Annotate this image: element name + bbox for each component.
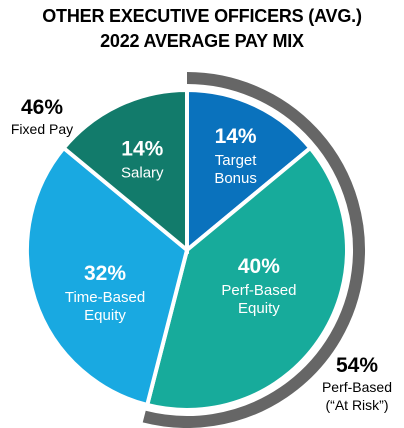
fixed-pay-label: Fixed Pay: [11, 121, 73, 137]
slice-value-label-2: 32%: [84, 262, 126, 285]
slice-value-label-1: 40%: [238, 255, 280, 278]
fixed-pay-percent: 46%: [21, 96, 63, 119]
pie-slice-1: [144, 145, 349, 412]
pie-slice-0: [185, 87, 314, 255]
slice-value-label-0: 14%: [215, 125, 257, 148]
at-risk-percent: 54%: [336, 354, 378, 377]
chart-title-line-2: 2022 AVERAGE PAY MIX: [100, 31, 304, 51]
slice-value-label-3: 14%: [121, 137, 163, 160]
slice-category-label-1-0: Perf-Based: [221, 282, 296, 299]
pie-slice-2: [25, 145, 190, 408]
at-risk-arc: [142, 72, 365, 428]
slice-category-label-0-0: Target: [215, 152, 258, 169]
slice-category-label-3-0: Salary: [121, 164, 164, 181]
pie-slice-3: [60, 87, 189, 255]
slice-category-label-2-0: Time-Based: [65, 289, 145, 306]
slice-category-label-2-1: Equity: [84, 307, 126, 324]
chart-title-line-1: OTHER EXECUTIVE OFFICERS (AVG.): [42, 6, 362, 26]
slice-category-label-1-1: Equity: [238, 300, 280, 317]
slice-category-label-0-1: Bonus: [214, 170, 257, 187]
at-risk-label-line-1: (“At Risk”): [326, 397, 389, 413]
at-risk-label-line-0: Perf-Based: [322, 379, 392, 395]
